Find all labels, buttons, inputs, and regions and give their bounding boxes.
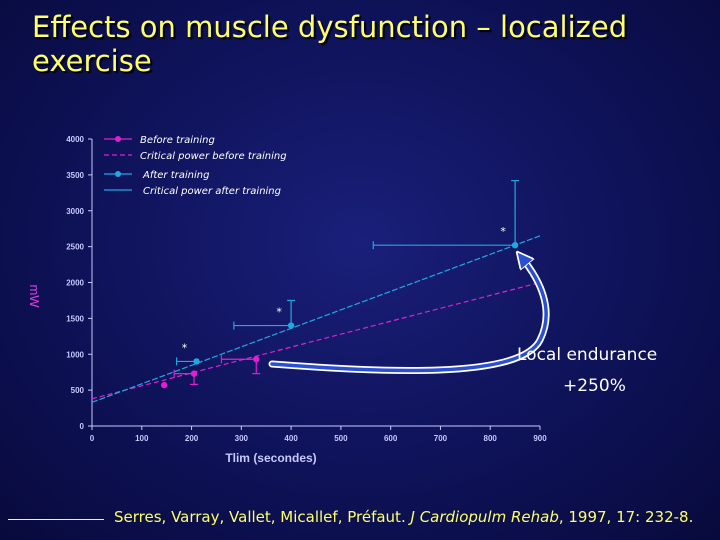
- data-point: [193, 358, 200, 365]
- x-tick-label: 400: [284, 434, 298, 443]
- callout-local-endurance: Local endurance: [517, 345, 658, 365]
- legend-label: Critical power after training: [143, 186, 281, 197]
- y-tick-label: 4000: [66, 135, 84, 144]
- legend-label: Before training: [140, 135, 215, 146]
- citation-journal: J Cardiopulm Rehab: [410, 508, 559, 526]
- fit-line: [91, 281, 541, 400]
- y-tick-label: 0: [80, 422, 85, 431]
- chart-legend: Before training Critical power before tra…: [104, 135, 287, 197]
- legend-label: Critical power before training: [140, 151, 287, 162]
- x-tick-label: 700: [434, 434, 448, 443]
- x-tick-label: 200: [185, 434, 199, 443]
- y-tick-label: 1000: [66, 350, 84, 359]
- citation: Serres, Varray, Vallet, Micallef, Préfau…: [8, 508, 708, 526]
- y-tick-label: 2500: [66, 243, 84, 252]
- legend-marker: [115, 171, 121, 177]
- x-tick-label: 300: [235, 434, 249, 443]
- significance-star: *: [500, 225, 506, 238]
- data-point: [190, 370, 198, 377]
- significance-star: *: [182, 341, 188, 354]
- x-tick-label: 800: [484, 434, 498, 443]
- citation-rule: [8, 519, 104, 520]
- chart-axes: 0 100 200 300 400 500 600 700 800 900 0 500 1000 1500…: [27, 135, 547, 465]
- y-axis-label: mW: [27, 284, 42, 308]
- chart-marks: * * *: [160, 180, 520, 389]
- legend-label: After training: [142, 170, 209, 181]
- x-tick-label: 500: [334, 434, 348, 443]
- x-tick-label: 600: [384, 434, 398, 443]
- x-tick-label: 900: [533, 434, 547, 443]
- x-axis-label: Tlim (secondes): [225, 451, 316, 465]
- arrow-icon-inner: [270, 258, 548, 373]
- y-tick-label: 2000: [66, 279, 84, 288]
- data-point: [511, 241, 519, 249]
- data-point: [287, 322, 295, 329]
- page-title: Effects on muscle dysfunction – localize…: [32, 10, 628, 78]
- x-tick-label: 0: [90, 434, 95, 443]
- callout-percentage: +250%: [563, 376, 626, 396]
- y-tick-label: 500: [71, 386, 85, 395]
- legend-marker: [115, 136, 121, 142]
- y-tick-label: 3500: [66, 171, 84, 180]
- fit-line: [91, 235, 541, 403]
- y-tick-label: 1500: [66, 314, 84, 323]
- citation-details: , 1997, 17: 232-8.: [558, 508, 694, 526]
- x-tick-label: 100: [135, 434, 149, 443]
- citation-authors: Serres, Varray, Vallet, Micallef, Préfau…: [114, 508, 406, 526]
- arrow-icon: [268, 254, 550, 375]
- chart-fit-lines: [91, 235, 541, 403]
- significance-star: *: [276, 306, 282, 319]
- data-point: [253, 356, 260, 363]
- y-tick-label: 3000: [66, 207, 84, 216]
- data-point: [160, 381, 168, 389]
